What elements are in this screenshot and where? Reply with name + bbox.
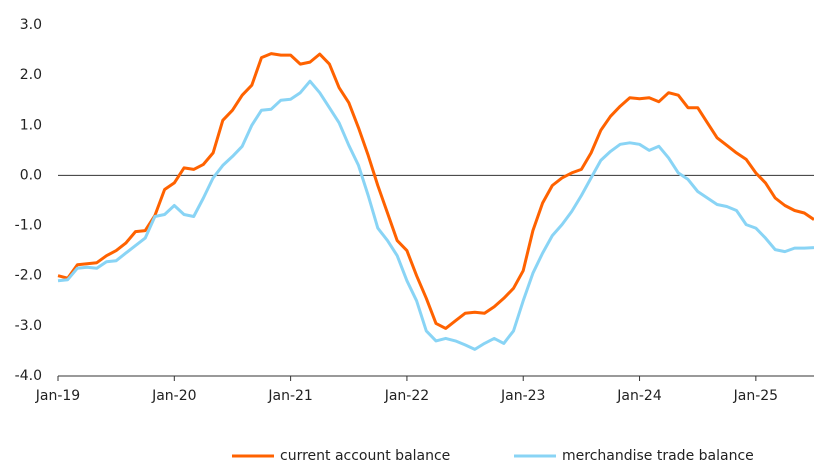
x-tick-label: Jan-19 <box>35 388 80 404</box>
series-line <box>57 52 814 330</box>
x-tick-label: Jan-24 <box>616 388 662 404</box>
x-tick-label: Jan-23 <box>500 388 545 404</box>
y-tick-label: -1.0 <box>15 218 42 234</box>
y-tick-label: -4.0 <box>15 368 42 384</box>
y-tick-label: 0.0 <box>20 167 42 183</box>
y-tick-label: 1.0 <box>20 117 42 133</box>
y-tick-label: 3.0 <box>20 17 42 33</box>
series-line <box>57 79 814 351</box>
legend-label: merchandise trade balance <box>562 448 754 462</box>
y-tick-label: -2.0 <box>15 268 42 284</box>
y-tick-label: 2.0 <box>20 67 42 83</box>
legend-label: current account balance <box>280 448 450 462</box>
x-tick-label: Jan-25 <box>733 388 778 404</box>
x-tick-label: Jan-21 <box>267 388 312 404</box>
x-tick-label: Jan-20 <box>151 388 196 404</box>
y-tick-label: -3.0 <box>15 318 42 334</box>
x-tick-label: Jan-22 <box>384 388 429 404</box>
